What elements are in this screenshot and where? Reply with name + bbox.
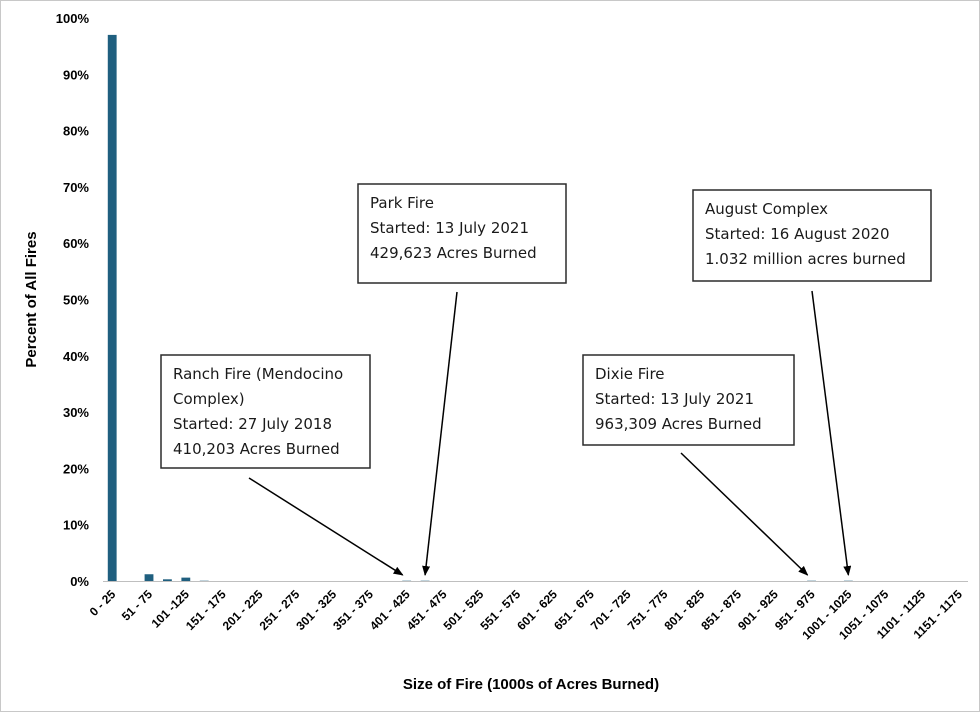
callout-dixie: Dixie Fire Started: 13 July 2021 963,309 A… <box>582 354 809 576</box>
callout-line: 429,623 Acres Burned <box>370 244 537 262</box>
y-tick-label: 80% <box>63 124 89 139</box>
y-tick-label: 40% <box>63 349 89 364</box>
callout-line: Started: 13 July 2021 <box>595 390 754 408</box>
callout-line: Started: 27 July 2018 <box>173 415 332 433</box>
bar <box>107 34 117 581</box>
callout-park: Park Fire Started: 13 July 2021 429,623 Ac… <box>357 183 567 576</box>
bar <box>144 574 154 581</box>
callout-line: Started: 16 August 2020 <box>705 225 890 243</box>
x-axis-title: Size of Fire (1000s of Acres Burned) <box>403 676 659 693</box>
y-tick-label: 10% <box>63 518 89 533</box>
callout-box <box>582 354 795 446</box>
callout-line: Started: 13 July 2021 <box>370 219 529 237</box>
callout-line: 410,203 Acres Burned <box>173 440 340 458</box>
callout-line: August Complex <box>705 200 828 218</box>
callout-arrow <box>248 477 404 576</box>
callouts: Ranch Fire (Mendocino Complex) Started: 27… <box>160 183 932 576</box>
callout-box <box>357 183 567 284</box>
callout-line: 1.032 million acres burned <box>705 250 906 268</box>
y-axis-ticks: 0% 10% 20% 30% 40% 50% 60% 70% 80% 90% 100% <box>56 11 90 589</box>
callout-arrow <box>422 291 458 576</box>
y-tick-label: 0% <box>70 574 89 589</box>
bars <box>107 34 853 581</box>
y-tick-label: 30% <box>63 405 89 420</box>
callout-arrow <box>680 452 809 576</box>
callout-ranch: Ranch Fire (Mendocino Complex) Started: 27… <box>160 354 404 576</box>
callout-box <box>160 354 371 469</box>
y-tick-label: 50% <box>63 293 89 308</box>
callout-line: Complex) <box>173 390 245 408</box>
y-tick-label: 90% <box>63 67 89 82</box>
callout-box <box>692 189 932 282</box>
y-tick-label: 20% <box>63 461 89 476</box>
callout-august: August Complex Started: 16 August 2020 1.0… <box>692 189 932 576</box>
y-axis-title: Percent of All Fires <box>23 231 40 367</box>
callout-line: 963,309 Acres Burned <box>595 415 762 433</box>
y-tick-label: 60% <box>63 236 89 251</box>
bar <box>162 579 172 581</box>
callout-line: Ranch Fire (Mendocino <box>173 365 343 383</box>
callout-line: Dixie Fire <box>595 365 665 383</box>
callout-arrow <box>811 290 852 576</box>
y-tick-label: 100% <box>56 11 90 26</box>
y-tick-label: 70% <box>63 180 89 195</box>
callout-line: Park Fire <box>370 194 434 212</box>
bar <box>181 577 191 581</box>
